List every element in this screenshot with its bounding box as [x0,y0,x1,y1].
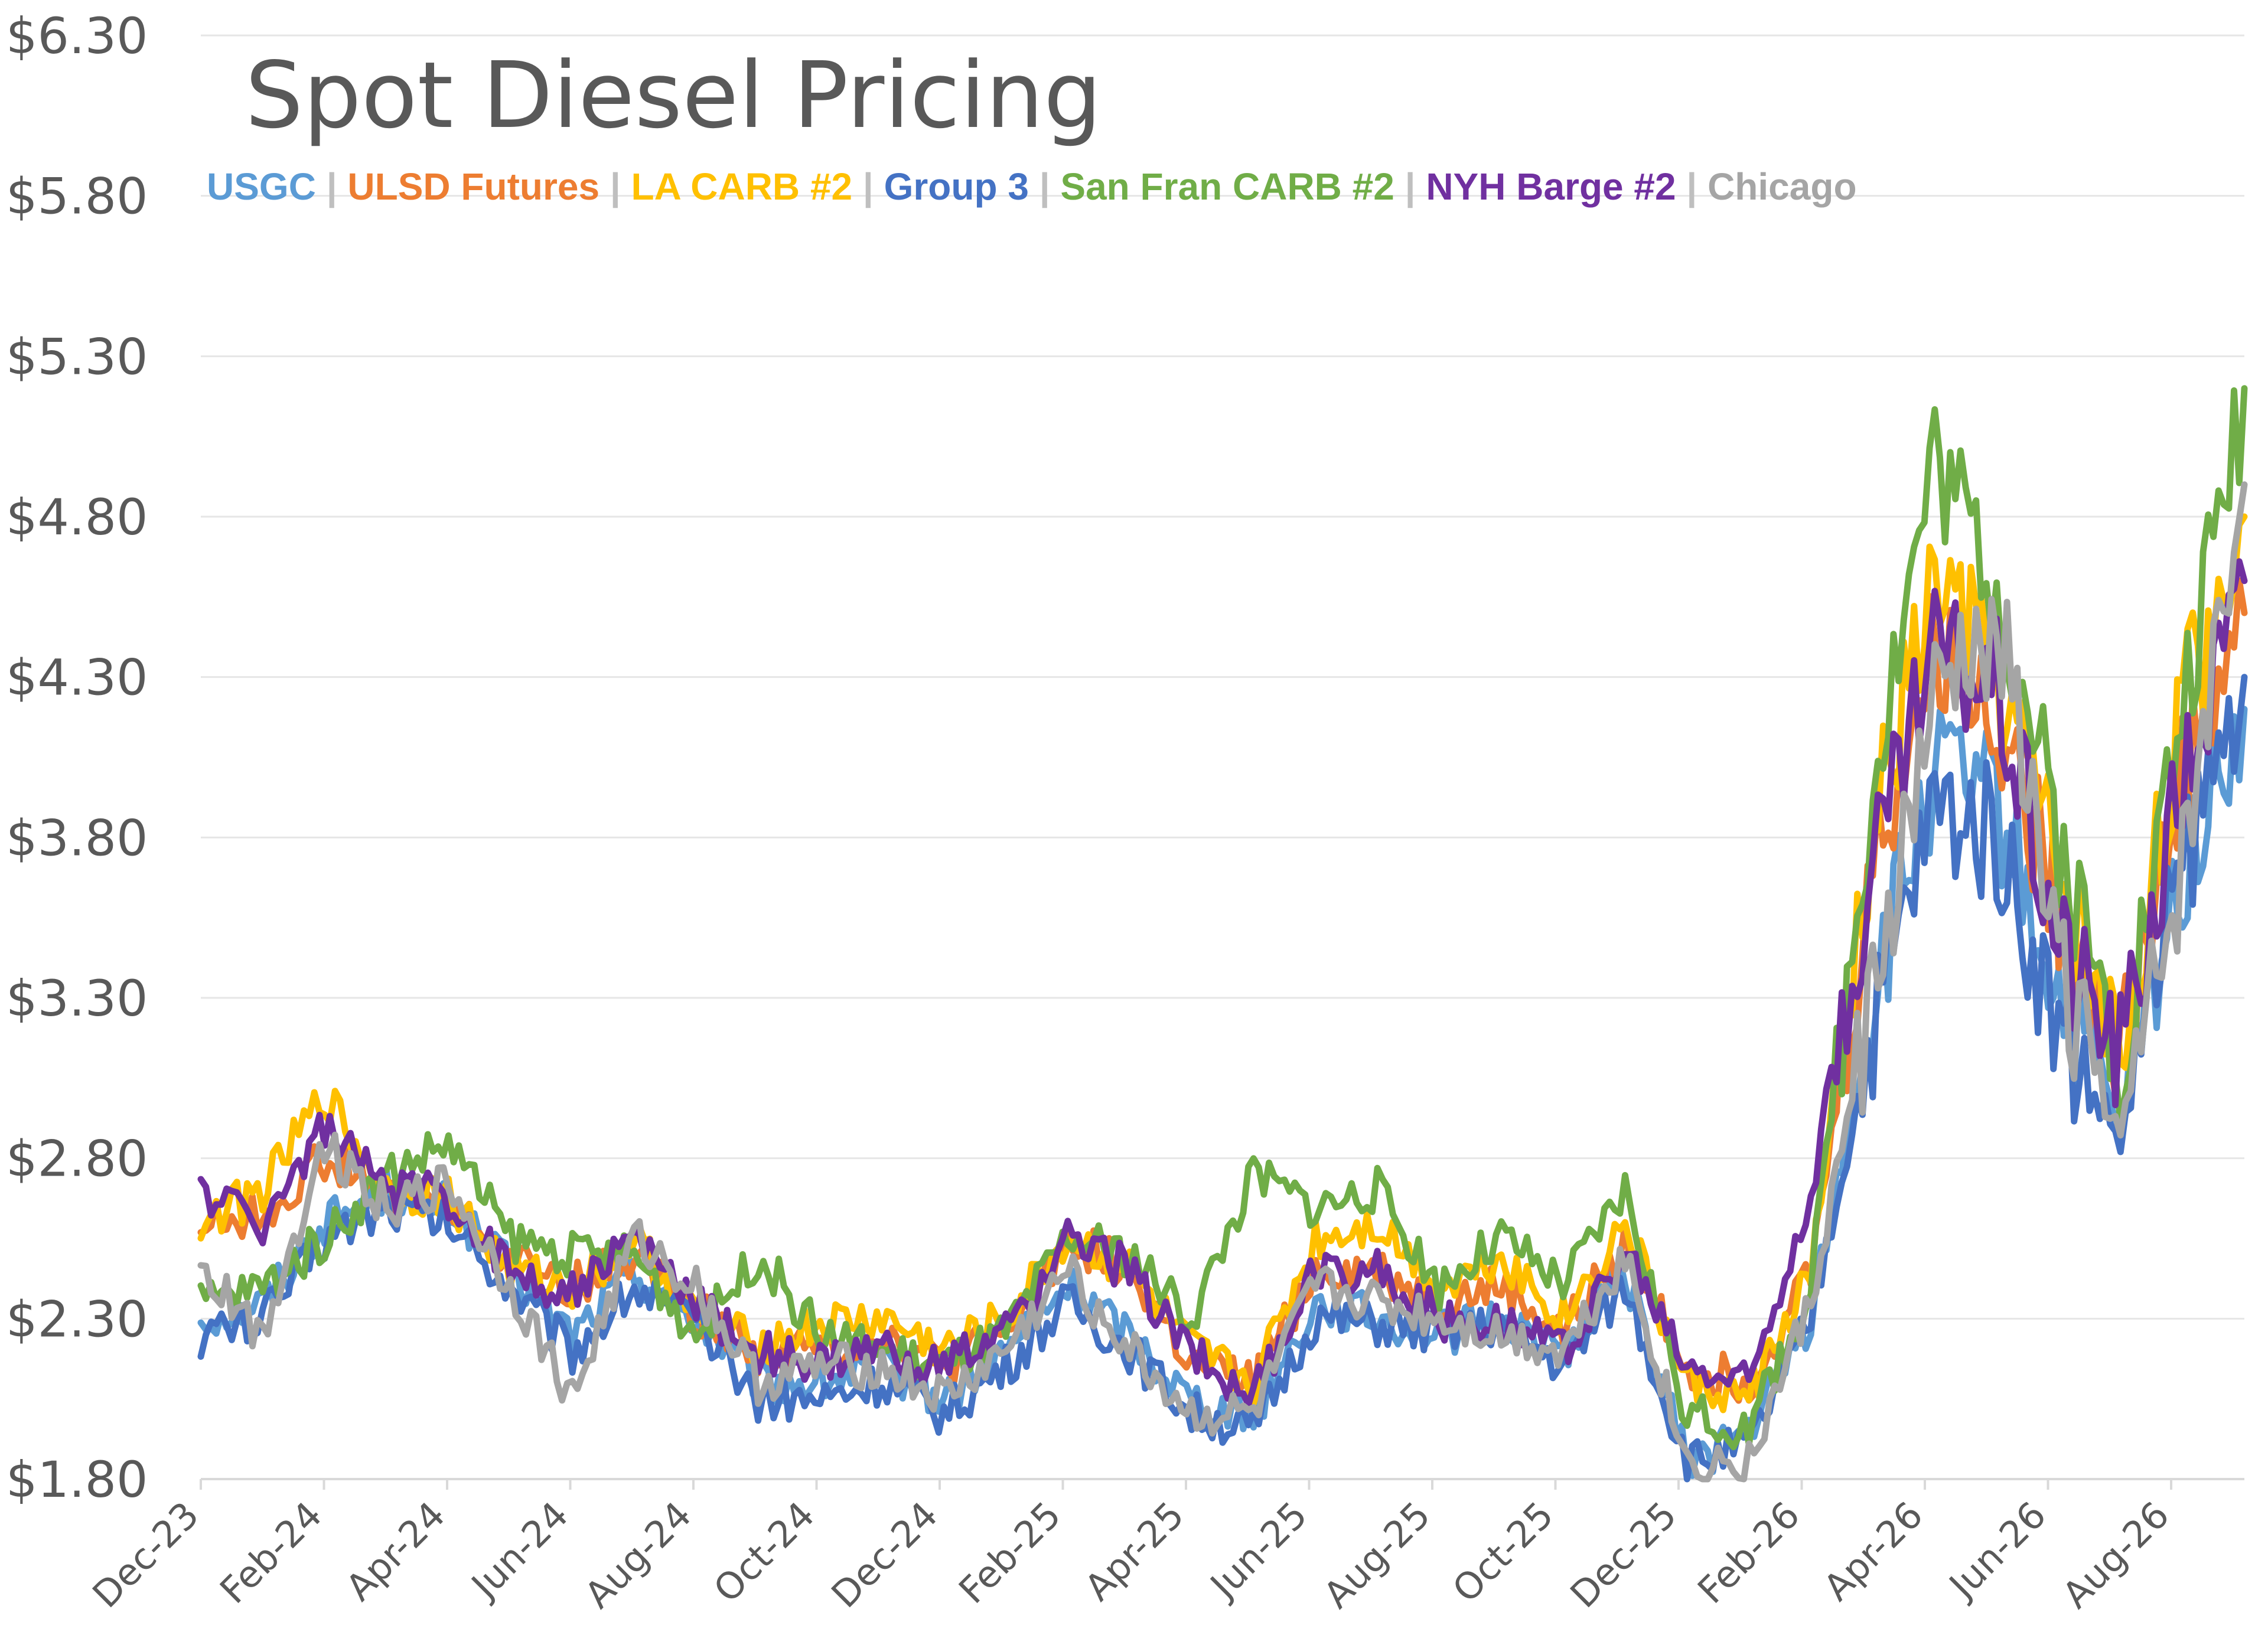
legend: USGC | ULSD Futures | LA CARB #2 | Group… [207,165,1857,208]
legend-separator: | [1029,165,1060,208]
x-axis [200,1478,2244,1490]
x-tick-label: Feb-25 [950,1493,1069,1612]
x-tick-label: Apr-24 [337,1493,453,1609]
series-lines [197,385,2248,1483]
x-tick-label: Dec-24 [823,1493,946,1616]
legend-entry: Chicago [1707,165,1856,208]
x-tick-label: Dec-23 [84,1493,207,1616]
x-tick-label: Oct-25 [1444,1493,1562,1611]
y-tick-label: $2.30 [6,1290,148,1348]
x-tick-label: Aug-24 [576,1493,700,1617]
legend-separator: | [1394,165,1426,208]
series-line [197,385,2248,1451]
x-tick-label: Aug-25 [1315,1493,1439,1617]
legend-entry: NYH Barge #2 [1426,165,1676,208]
x-tick-label: Apr-26 [1815,1493,1931,1609]
legend-entry: ULSD Futures [347,165,599,208]
y-tick-label: $5.80 [6,168,148,226]
legend-entry: USGC [207,165,316,208]
y-tick-label: $1.80 [6,1451,148,1509]
x-tick-label: Aug-26 [2054,1493,2178,1617]
y-tick-label: $3.30 [6,970,148,1027]
series-line [197,674,2248,1483]
y-tick-label: $6.30 [6,7,148,65]
y-tick-label: $4.80 [6,488,148,546]
y-tick-label: $2.80 [6,1130,148,1188]
gridlines [201,34,2244,1320]
x-tick-label: Oct-24 [705,1493,823,1611]
legend-entry: Group 3 [884,165,1029,208]
y-tick-label: $4.30 [6,649,148,707]
y-tick-label: $5.30 [6,328,148,386]
x-tick-label: Jun-24 [462,1493,577,1608]
legend-separator: | [599,165,631,208]
y-axis-ticks: $1.80 $2.30 $2.80 $3.30 $3.80 $4.30 $4.80 $5.30… [6,7,148,1509]
legend-entry: LA CARB #2 [631,165,853,208]
series-line [197,481,2248,1483]
y-tick-label: $3.80 [6,809,148,867]
x-axis-ticks: Dec-23 Feb-24 Apr-24 Jun-24 Aug-24 Oct-24 Dec-… [84,1493,2178,1617]
x-tick-label: Jun-25 [1201,1493,1316,1608]
legend-entry: San Fran CARB #2 [1060,165,1394,208]
x-tick-label: Jun-26 [1940,1493,2055,1608]
x-tick-label: Dec-25 [1562,1493,1685,1616]
legend-separator: | [1676,165,1707,208]
legend-separator: | [316,165,347,208]
legend-separator: | [852,165,884,208]
chart-title: Spot Diesel Pricing [245,42,1102,149]
x-tick-label: Feb-26 [1689,1493,1808,1612]
x-tick-label: Feb-24 [211,1493,330,1612]
x-tick-label: Apr-25 [1076,1493,1192,1609]
